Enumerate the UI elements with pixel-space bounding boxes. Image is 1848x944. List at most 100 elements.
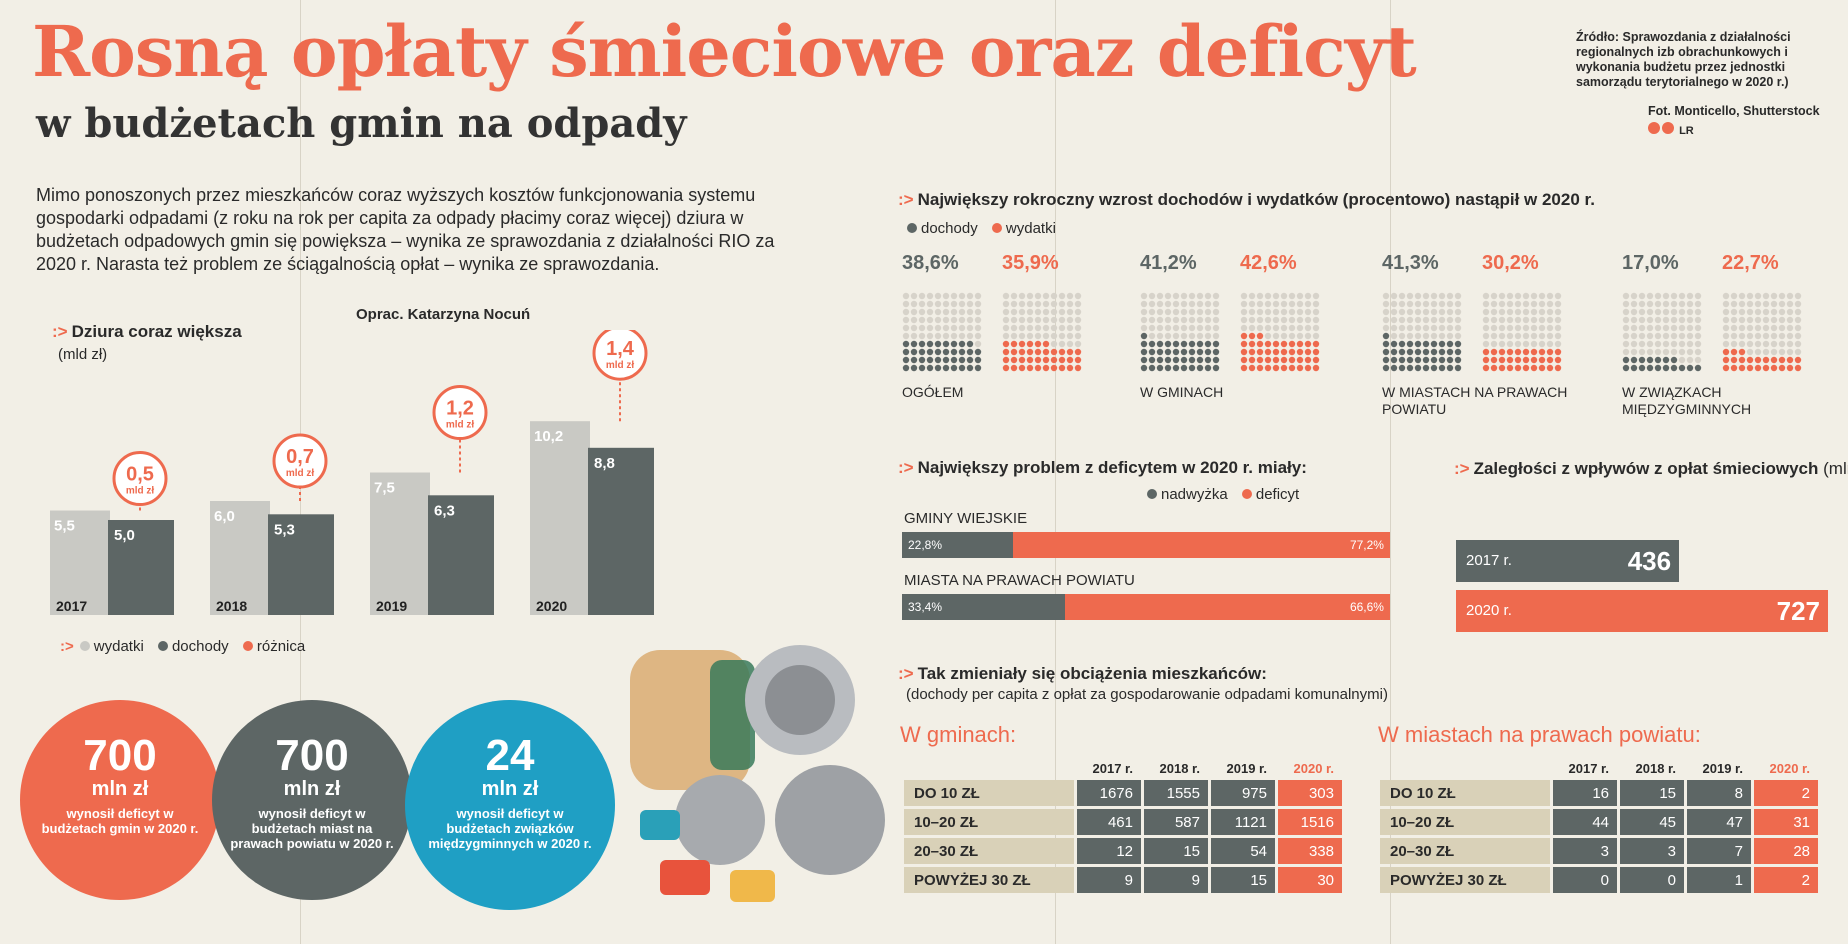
dot xyxy=(1754,332,1762,340)
dot xyxy=(1446,340,1454,348)
dot xyxy=(902,356,910,364)
dot xyxy=(1654,292,1662,300)
deficit-share-title-text: Największy problem z deficytem w 2020 r.… xyxy=(917,458,1307,477)
arrears-value: 727 xyxy=(1776,596,1820,626)
dot xyxy=(1002,364,1010,372)
dot xyxy=(1034,324,1042,332)
dot xyxy=(910,324,918,332)
dot xyxy=(1554,308,1562,316)
dot xyxy=(1188,364,1196,372)
can-shape xyxy=(675,775,765,865)
dot xyxy=(1034,340,1042,348)
dot xyxy=(1204,364,1212,372)
table-miasta: 2017 r. 2018 r. 2019 r. 2020 r. DO 10 ZŁ 16 15… xyxy=(1380,756,1818,896)
dot xyxy=(1272,364,1280,372)
dot xyxy=(1312,324,1320,332)
value-label-wydatki: 6,0 xyxy=(214,508,235,525)
dot xyxy=(1312,332,1320,340)
dot xyxy=(934,348,942,356)
dot xyxy=(1204,300,1212,308)
dot xyxy=(1140,316,1148,324)
dot xyxy=(1188,324,1196,332)
dot xyxy=(1778,356,1786,364)
dot xyxy=(934,340,942,348)
dot xyxy=(942,308,950,316)
dot xyxy=(1490,324,1498,332)
dot xyxy=(1196,324,1204,332)
dot xyxy=(1390,348,1398,356)
table-cell: 1121 xyxy=(1208,809,1275,835)
dot xyxy=(1630,340,1638,348)
dot xyxy=(1694,316,1702,324)
dot xyxy=(1196,348,1204,356)
dot xyxy=(1722,348,1730,356)
dot xyxy=(910,308,918,316)
dot xyxy=(1498,308,1506,316)
dot xyxy=(1414,364,1422,372)
dot xyxy=(1538,364,1546,372)
table-cell: 44 xyxy=(1550,809,1617,835)
dot xyxy=(966,356,974,364)
dot xyxy=(1670,316,1678,324)
dot xyxy=(1482,340,1490,348)
dot xyxy=(1172,364,1180,372)
dot xyxy=(1746,300,1754,308)
dot xyxy=(1212,316,1220,324)
dot xyxy=(1498,356,1506,364)
dot xyxy=(1694,332,1702,340)
dot xyxy=(1622,324,1630,332)
dot xyxy=(1482,332,1490,340)
dot xyxy=(1554,348,1562,356)
dot xyxy=(1050,356,1058,364)
dot xyxy=(1490,316,1498,324)
table-header-row: 2017 r. 2018 r. 2019 r. 2020 r. xyxy=(904,759,1342,777)
dot xyxy=(1204,348,1212,356)
dot xyxy=(1148,348,1156,356)
dot xyxy=(1522,356,1530,364)
dot xyxy=(1304,356,1312,364)
dot xyxy=(902,348,910,356)
dot xyxy=(902,324,910,332)
dot xyxy=(902,340,910,348)
dot xyxy=(1272,356,1280,364)
row-label: POWYŻEJ 30 ZŁ xyxy=(1380,867,1550,893)
dot xyxy=(966,316,974,324)
circle-gminy: 700 mln zł wynosił deficyt w budżetach g… xyxy=(20,700,220,900)
dot xyxy=(1172,292,1180,300)
dot xyxy=(1196,292,1204,300)
dot xyxy=(1304,364,1312,372)
dot xyxy=(1140,348,1148,356)
dot xyxy=(1042,292,1050,300)
dot xyxy=(934,356,942,364)
dot xyxy=(1778,324,1786,332)
dot xyxy=(1454,308,1462,316)
dot xyxy=(1002,356,1010,364)
dot xyxy=(1058,308,1066,316)
dot xyxy=(1422,340,1430,348)
bar-dochody xyxy=(588,447,654,615)
dot xyxy=(1538,324,1546,332)
table-row: 10–20 ZŁ 461 587 1121 1516 xyxy=(904,809,1342,835)
dot xyxy=(910,316,918,324)
dot xyxy=(1622,348,1630,356)
dot xyxy=(1646,316,1654,324)
dot xyxy=(1188,316,1196,324)
dot xyxy=(1156,332,1164,340)
dot xyxy=(1248,300,1256,308)
dot xyxy=(1762,292,1770,300)
legend-dochody: dochody xyxy=(921,220,978,237)
dot xyxy=(1010,356,1018,364)
dot xyxy=(1264,316,1272,324)
table-cell: 47 xyxy=(1684,809,1751,835)
dot xyxy=(1506,356,1514,364)
table-cell: 8 xyxy=(1684,780,1751,806)
bar-deficyt: 77,2% xyxy=(1013,532,1390,558)
dot xyxy=(1546,332,1554,340)
legend-dot-wydatki xyxy=(79,641,90,651)
dot xyxy=(1662,292,1670,300)
dot xyxy=(1050,308,1058,316)
pct-label-dochody: 17,0% xyxy=(1622,252,1679,274)
dot xyxy=(1746,348,1754,356)
dot xyxy=(1490,364,1498,372)
dot xyxy=(1446,364,1454,372)
